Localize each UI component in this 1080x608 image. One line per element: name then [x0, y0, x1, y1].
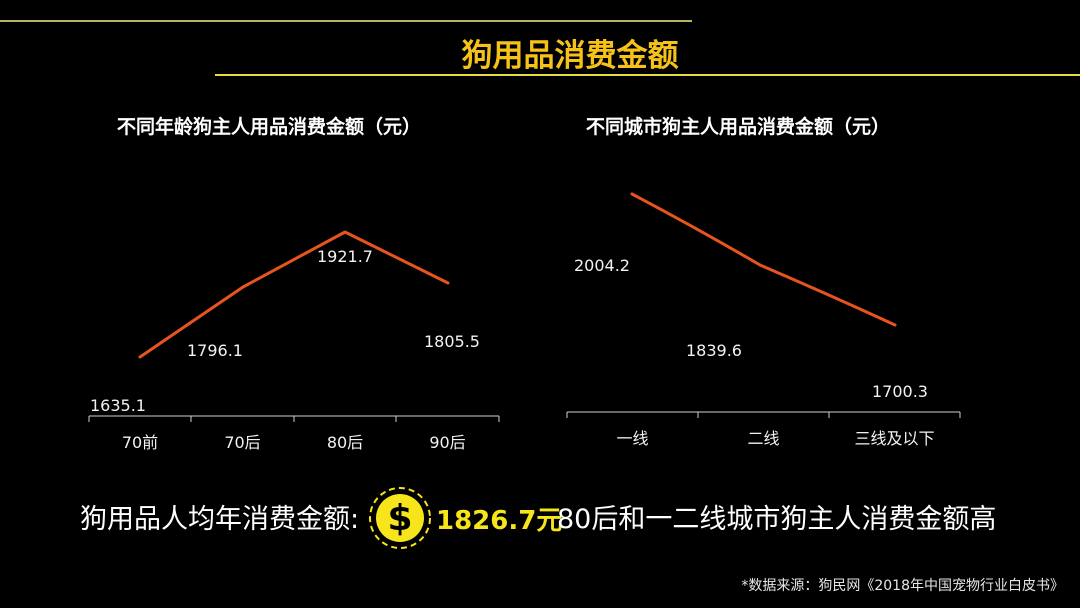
- age-category-90hou: 90后: [429, 433, 466, 452]
- age-category-70hou: 70后: [224, 433, 261, 452]
- data-source-note: *数据来源：狗民网《2018年中国宠物行业白皮书》: [741, 578, 1064, 594]
- city-chart-axis: [566, 411, 961, 418]
- age-label-70qian: 1635.1: [90, 396, 146, 415]
- city-chart-title: 不同城市狗主人用品消费金额（元）: [586, 116, 891, 138]
- top-rule: [0, 20, 692, 22]
- title-rule: [215, 74, 1080, 76]
- age-chart-line: [138, 230, 450, 359]
- city-label-tier2: 1839.6: [686, 341, 742, 360]
- age-chart-title: 不同年龄狗主人用品消费金额（元）: [117, 116, 422, 138]
- age-category-70qian: 70前: [121, 433, 159, 452]
- age-label-90hou: 1805.5: [424, 332, 480, 351]
- city-label-tier3: 1700.3: [872, 382, 928, 401]
- age-category-80hou: 80后: [326, 433, 364, 452]
- city-category-tier3: 三线及以下: [854, 429, 935, 448]
- dollar-coin-icon: $: [387, 497, 413, 539]
- city-label-tier1: 2004.2: [574, 256, 630, 275]
- coin-graphic: [369, 487, 431, 549]
- age-label-80hou: 1921.7: [317, 247, 373, 266]
- city-category-tier1: 一线: [616, 429, 649, 448]
- summary-conclusion: 80后和一二线城市狗主人消费金额高: [557, 504, 997, 535]
- summary-label: 狗用品人均年消费金额:: [80, 504, 360, 535]
- city-chart-line: [630, 192, 897, 327]
- age-label-70hou: 1796.1: [187, 341, 243, 360]
- slide-title: 狗用品消费金额: [461, 38, 679, 74]
- age-chart-axis: [88, 415, 500, 422]
- average-spend-value: 1826.7元: [436, 506, 563, 536]
- city-category-tier2: 二线: [747, 429, 780, 448]
